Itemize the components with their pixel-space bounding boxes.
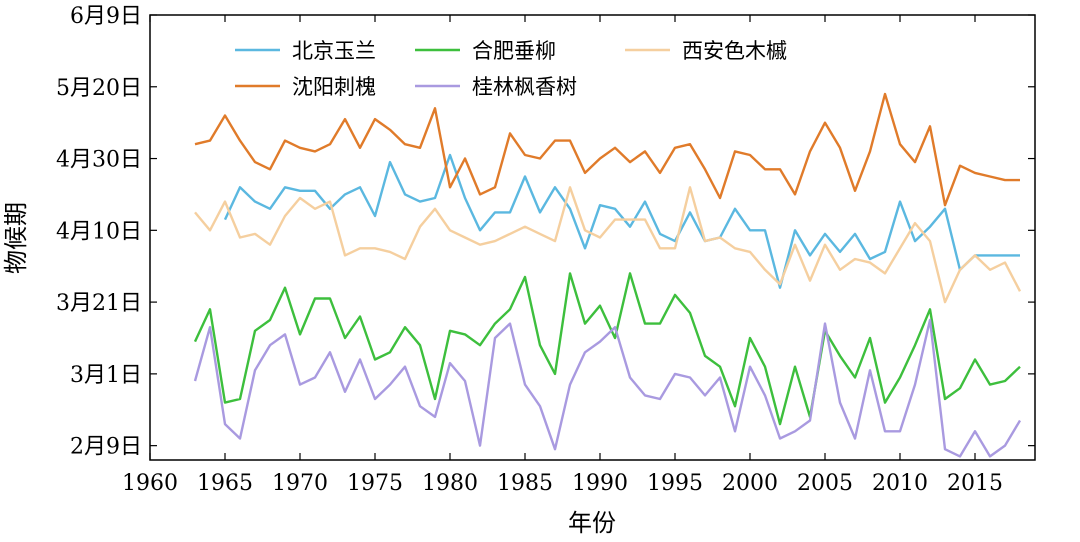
x-tick-label: 1975 xyxy=(347,471,403,496)
x-tick-label: 2005 xyxy=(797,471,853,496)
x-axis-title: 年份 xyxy=(568,509,616,537)
legend-label: 桂林枫香树 xyxy=(472,75,577,99)
legend-label: 西安色木槭 xyxy=(682,39,787,63)
series-line-北京玉兰 xyxy=(223,153,1020,289)
axis-ticks xyxy=(149,14,1035,460)
series-line-西安色木槭 xyxy=(194,186,1022,304)
y-tick-label: 5月20日 xyxy=(56,76,142,101)
legend-label: 北京玉兰 xyxy=(292,39,376,63)
x-tick-label: 1970 xyxy=(272,471,328,496)
y-tick-label: 3月21日 xyxy=(56,291,142,316)
y-tick-label: 2月9日 xyxy=(70,435,142,460)
series-line-桂林枫香树 xyxy=(193,318,1022,458)
series-line-合肥垂柳 xyxy=(193,272,1021,426)
x-tick-label: 1995 xyxy=(647,471,703,496)
x-tick-label: 1980 xyxy=(422,471,478,496)
series-layer xyxy=(193,92,1022,458)
x-tick-label: 2015 xyxy=(947,471,1003,496)
x-tick-label: 1965 xyxy=(197,471,253,496)
x-tick-label: 2000 xyxy=(722,471,778,496)
x-tick-label: 1990 xyxy=(572,471,628,496)
y-tick-label: 6月9日 xyxy=(70,4,142,29)
y-tick-label: 3月1日 xyxy=(70,363,142,388)
x-tick-label: 1985 xyxy=(497,471,553,496)
y-tick-label: 4月30日 xyxy=(56,148,142,173)
series-line-沈阳刺槐 xyxy=(194,92,1020,207)
tick-labels: 1960 1965 1970 1975 1980 1985 1990 1995 2000 2005… xyxy=(56,4,1003,496)
x-tick-label: 1960 xyxy=(122,471,178,496)
y-tick-label: 4月10日 xyxy=(56,219,142,244)
y-axis-title: 物候期 xyxy=(2,202,30,274)
x-tick-label: 2010 xyxy=(872,471,928,496)
legend-label: 沈阳刺槐 xyxy=(292,75,376,99)
legend-label: 合肥垂柳 xyxy=(472,39,556,63)
plot-frame xyxy=(149,14,1036,461)
